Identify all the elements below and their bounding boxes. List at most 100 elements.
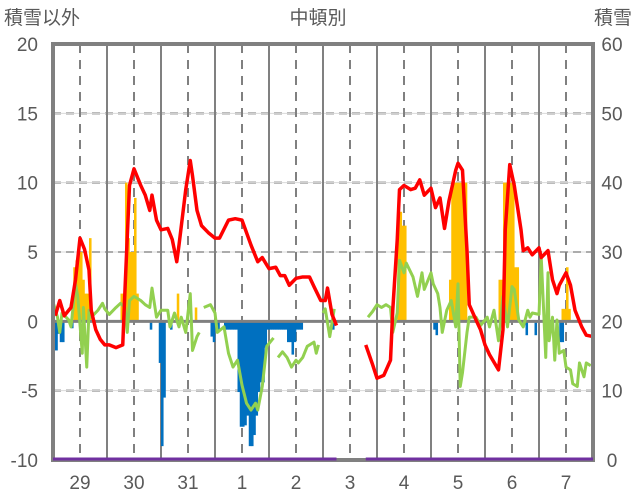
orange-bar xyxy=(507,182,511,322)
blue-bar xyxy=(62,321,65,343)
red-line-segment xyxy=(53,158,339,350)
blue-bar xyxy=(248,321,252,447)
x-tick-label: 2 xyxy=(291,473,302,494)
plot-frame xyxy=(51,42,595,462)
x-tick-label: 4 xyxy=(399,473,410,494)
blue-bar xyxy=(237,321,241,393)
blue-bar xyxy=(224,321,227,330)
blue-bar xyxy=(289,321,292,343)
blue-bar xyxy=(246,321,250,416)
green-line-segment xyxy=(366,256,592,389)
left-tick-label: 20 xyxy=(17,35,38,56)
orange-bar xyxy=(453,182,457,322)
blue-bar xyxy=(251,321,254,447)
blue-bar xyxy=(217,321,220,330)
blue-bar xyxy=(163,321,166,398)
orange-bar xyxy=(127,238,130,322)
blue-bar xyxy=(435,321,439,336)
orange-bar xyxy=(136,293,139,322)
blue-bar xyxy=(149,321,153,330)
orange-bar xyxy=(509,182,513,322)
blue-bar xyxy=(212,321,216,343)
orange-bar xyxy=(566,267,569,322)
orange-bar xyxy=(80,252,83,322)
chart-title: 中頓別 xyxy=(289,7,346,29)
red-line-segment xyxy=(364,161,594,380)
x-tick-label: 6 xyxy=(507,473,518,494)
green-line-segment xyxy=(203,303,275,412)
blue-bar xyxy=(235,321,238,330)
right-tick-label: 20 xyxy=(601,312,622,333)
orange-bar xyxy=(77,247,81,322)
left-axis-title: 積雪以外 xyxy=(4,7,80,29)
orange-bar xyxy=(455,182,459,322)
blue-bar xyxy=(255,321,259,416)
orange-bar xyxy=(458,182,461,322)
right-tick-label: 50 xyxy=(601,104,622,125)
blue-bar xyxy=(242,321,245,427)
orange-bar xyxy=(86,293,90,322)
blue-bar xyxy=(275,321,279,330)
x-tick-label: 1 xyxy=(237,473,248,494)
orange-bar xyxy=(129,252,133,322)
blue-bar xyxy=(262,321,265,383)
right-tick-label: 40 xyxy=(601,174,622,195)
blue-bar xyxy=(233,321,236,330)
orange-bar xyxy=(460,182,463,322)
right-tick-label: 60 xyxy=(601,35,622,56)
blue-bar xyxy=(296,321,299,330)
blue-bar xyxy=(300,321,304,330)
right-tick-label: 0 xyxy=(607,451,618,472)
orange-bar xyxy=(561,308,565,322)
left-tick-label: 0 xyxy=(27,312,38,333)
green-line-segment xyxy=(276,340,320,369)
left-tick-label: -5 xyxy=(21,382,38,403)
blue-bar xyxy=(287,321,290,343)
blue-bar xyxy=(291,321,295,355)
blue-bar xyxy=(278,321,281,330)
x-tick-label: 29 xyxy=(69,473,90,494)
blue-bar xyxy=(559,321,562,343)
left-tick-label: 15 xyxy=(17,104,38,125)
blue-bar xyxy=(244,321,247,426)
blue-bar xyxy=(228,321,232,330)
blue-bar xyxy=(534,321,538,336)
blue-bar xyxy=(293,321,297,343)
blue-bar xyxy=(266,321,270,330)
blue-bar xyxy=(210,321,214,337)
orange-bar xyxy=(462,182,466,322)
blue-bar xyxy=(161,321,164,447)
orange-bar xyxy=(134,197,137,322)
blue-bar xyxy=(264,321,268,348)
orange-bar xyxy=(82,279,85,322)
orange-bar xyxy=(194,307,198,322)
blue-bar xyxy=(433,321,436,330)
green-line-segment xyxy=(321,307,336,339)
right-tick-label: 30 xyxy=(601,243,622,264)
blue-bar xyxy=(280,321,283,330)
blue-bar xyxy=(284,321,288,330)
blue-bar xyxy=(273,321,277,330)
blue-bar xyxy=(561,321,565,343)
blue-bar xyxy=(158,321,162,363)
orange-bar xyxy=(512,182,515,322)
blue-bar xyxy=(282,321,286,330)
x-tick-label: 5 xyxy=(453,473,464,494)
left-tick-label: 10 xyxy=(17,174,38,195)
orange-bar xyxy=(563,308,567,322)
orange-bar xyxy=(84,293,88,322)
x-tick-label: 3 xyxy=(345,473,356,494)
blue-bar xyxy=(332,321,335,330)
blue-bar xyxy=(269,321,272,330)
x-tick-label: 31 xyxy=(177,473,198,494)
x-tick-label: 30 xyxy=(123,473,144,494)
orange-bar xyxy=(505,182,508,322)
left-tick-label: 5 xyxy=(27,243,38,264)
blue-bar xyxy=(260,321,263,383)
blue-bar xyxy=(257,321,261,393)
x-tick-label: 7 xyxy=(561,473,572,494)
right-tick-label: 10 xyxy=(601,382,622,403)
blue-bar xyxy=(253,321,256,436)
